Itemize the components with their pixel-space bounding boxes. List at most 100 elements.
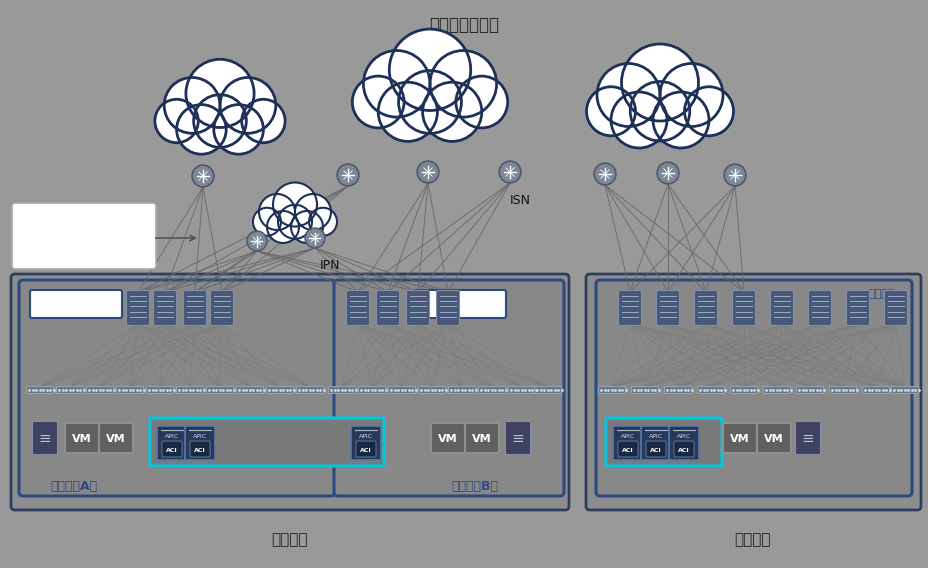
Circle shape <box>295 194 330 230</box>
Circle shape <box>652 92 708 148</box>
Circle shape <box>248 232 265 249</box>
Circle shape <box>213 105 264 154</box>
Text: ≡: ≡ <box>801 431 814 445</box>
Circle shape <box>597 64 659 127</box>
FancyBboxPatch shape <box>19 280 335 496</box>
Circle shape <box>193 166 213 185</box>
FancyBboxPatch shape <box>756 423 790 453</box>
Circle shape <box>378 82 437 141</box>
FancyBboxPatch shape <box>406 290 429 325</box>
Circle shape <box>659 64 722 127</box>
FancyBboxPatch shape <box>376 290 399 325</box>
FancyBboxPatch shape <box>27 386 54 394</box>
Circle shape <box>684 87 733 136</box>
FancyBboxPatch shape <box>418 386 445 394</box>
Text: 個別のアップリンク: 個別のアップリンク <box>56 246 112 256</box>
Circle shape <box>586 87 635 136</box>
Circle shape <box>306 229 323 247</box>
Circle shape <box>725 166 743 185</box>
Circle shape <box>656 162 678 184</box>
Circle shape <box>621 44 698 121</box>
FancyBboxPatch shape <box>388 386 415 394</box>
FancyBboxPatch shape <box>586 274 920 510</box>
Text: サイト１: サイト１ <box>272 533 308 548</box>
Text: ACI: ACI <box>360 448 371 453</box>
FancyBboxPatch shape <box>116 386 143 394</box>
FancyBboxPatch shape <box>478 386 505 394</box>
FancyBboxPatch shape <box>807 290 831 325</box>
Text: スパインと外部: スパインと外部 <box>62 218 106 228</box>
Circle shape <box>723 164 745 186</box>
FancyBboxPatch shape <box>697 386 724 394</box>
FancyBboxPatch shape <box>346 290 369 325</box>
Text: APIC: APIC <box>677 435 690 440</box>
Text: VM: VM <box>72 434 92 444</box>
FancyBboxPatch shape <box>185 426 214 460</box>
FancyBboxPatch shape <box>598 386 625 394</box>
Circle shape <box>500 162 519 181</box>
Circle shape <box>259 194 295 230</box>
FancyBboxPatch shape <box>149 418 383 466</box>
Text: IPN: IPN <box>319 258 340 272</box>
Circle shape <box>193 95 246 147</box>
FancyBboxPatch shape <box>11 274 568 510</box>
FancyBboxPatch shape <box>891 386 918 394</box>
Circle shape <box>277 204 312 239</box>
Text: ISN: ISN <box>509 194 530 207</box>
Text: APIC: APIC <box>649 435 663 440</box>
Text: ACI: ACI <box>650 448 661 453</box>
FancyBboxPatch shape <box>436 290 459 325</box>
FancyBboxPatch shape <box>329 386 355 394</box>
FancyBboxPatch shape <box>505 421 530 454</box>
FancyBboxPatch shape <box>664 386 690 394</box>
FancyBboxPatch shape <box>617 441 638 457</box>
FancyBboxPatch shape <box>769 290 793 325</box>
Text: APIC: APIC <box>358 435 373 440</box>
FancyBboxPatch shape <box>157 426 187 460</box>
FancyBboxPatch shape <box>845 290 869 325</box>
Text: サイト２: サイト２ <box>734 533 770 548</box>
FancyBboxPatch shape <box>351 426 380 460</box>
Text: APIC: APIC <box>193 435 207 440</box>
Text: ネットワークの間の: ネットワークの間の <box>56 232 112 242</box>
Circle shape <box>419 162 437 181</box>
FancyBboxPatch shape <box>631 386 658 394</box>
Circle shape <box>593 163 615 185</box>
FancyBboxPatch shape <box>211 290 233 325</box>
Circle shape <box>629 81 689 141</box>
Text: ACI: ACI <box>622 448 633 453</box>
FancyBboxPatch shape <box>161 441 182 457</box>
FancyBboxPatch shape <box>147 386 174 394</box>
FancyBboxPatch shape <box>605 418 721 466</box>
Circle shape <box>252 208 280 236</box>
Text: ボッド『B』: ボッド『B』 <box>450 481 497 494</box>
FancyBboxPatch shape <box>12 203 156 269</box>
Circle shape <box>273 182 316 227</box>
FancyBboxPatch shape <box>355 441 376 457</box>
FancyBboxPatch shape <box>465 423 498 453</box>
Circle shape <box>389 29 470 111</box>
FancyBboxPatch shape <box>618 290 641 325</box>
Text: ACI: ACI <box>677 448 690 453</box>
FancyBboxPatch shape <box>722 423 756 453</box>
Text: APIC: APIC <box>165 435 179 440</box>
FancyBboxPatch shape <box>794 421 819 454</box>
FancyBboxPatch shape <box>414 290 506 318</box>
Text: APIC クラスタ: APIC クラスタ <box>241 436 308 449</box>
Circle shape <box>176 105 226 154</box>
Circle shape <box>398 70 461 133</box>
Circle shape <box>658 164 677 182</box>
Text: APIC: APIC <box>620 435 635 440</box>
Circle shape <box>498 161 521 183</box>
Text: 第１世代: 第１世代 <box>447 299 472 309</box>
Circle shape <box>186 59 254 127</box>
Text: ≡: ≡ <box>511 431 523 445</box>
FancyBboxPatch shape <box>729 386 756 394</box>
FancyBboxPatch shape <box>431 423 465 453</box>
FancyBboxPatch shape <box>99 423 133 453</box>
Text: サポート対象外: サポート対象外 <box>429 16 498 34</box>
FancyBboxPatch shape <box>334 280 563 496</box>
Circle shape <box>304 228 325 248</box>
FancyBboxPatch shape <box>883 290 907 325</box>
Circle shape <box>309 208 337 236</box>
